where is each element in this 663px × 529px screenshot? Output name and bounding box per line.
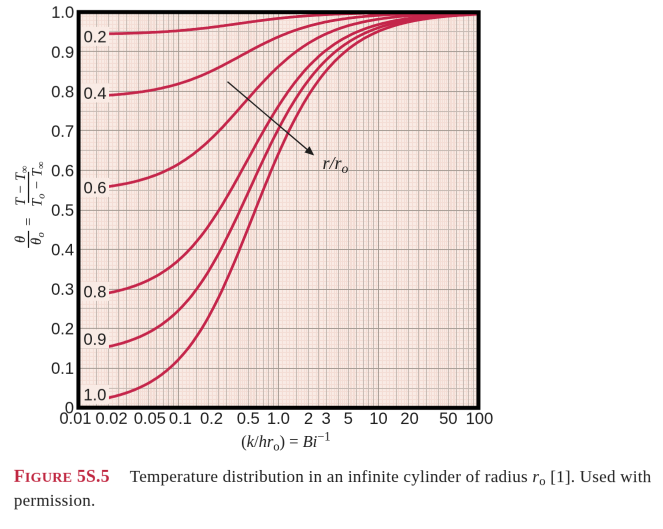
- svg-text:θ: θ: [13, 236, 29, 243]
- svg-text:o: o: [36, 232, 47, 237]
- svg-text:0.3: 0.3: [51, 281, 74, 299]
- svg-text:permission.: permission.: [14, 491, 96, 510]
- svg-text:1.0: 1.0: [267, 410, 290, 428]
- svg-text:3: 3: [322, 410, 331, 428]
- svg-text:0.01: 0.01: [59, 410, 91, 428]
- svg-text:5: 5: [344, 410, 353, 428]
- svg-text:0.6: 0.6: [51, 162, 74, 180]
- svg-text:0.1: 0.1: [51, 360, 74, 378]
- svg-text:1.0: 1.0: [51, 4, 74, 22]
- svg-text:0.6: 0.6: [84, 179, 107, 197]
- svg-text:0.5: 0.5: [237, 410, 260, 428]
- svg-text:0.8: 0.8: [83, 283, 106, 301]
- svg-text:0.2: 0.2: [51, 321, 74, 339]
- svg-text:0.2: 0.2: [200, 410, 223, 428]
- svg-text:0.7: 0.7: [51, 123, 74, 141]
- svg-text:0.2: 0.2: [84, 28, 107, 46]
- svg-text:20: 20: [400, 410, 418, 428]
- svg-text:100: 100: [466, 410, 494, 428]
- svg-text:0.05: 0.05: [134, 410, 166, 428]
- svg-text:0.8: 0.8: [51, 83, 74, 101]
- svg-text:2: 2: [304, 410, 313, 428]
- svg-text:(k/hro) = Bi−1: (k/hro) = Bi−1: [241, 429, 330, 453]
- svg-text:50: 50: [439, 410, 457, 428]
- svg-text:0.1: 0.1: [169, 410, 192, 428]
- svg-text:0.9: 0.9: [83, 331, 106, 349]
- svg-text:0.4: 0.4: [51, 241, 74, 259]
- svg-text:10: 10: [369, 410, 387, 428]
- svg-text:1.0: 1.0: [83, 386, 106, 404]
- svg-text:0.9: 0.9: [51, 44, 74, 62]
- svg-text:=: =: [21, 218, 37, 226]
- svg-text:0.5: 0.5: [51, 202, 74, 220]
- svg-text:0.02: 0.02: [95, 410, 127, 428]
- svg-text:0.4: 0.4: [84, 85, 107, 103]
- svg-text:θ: θ: [29, 238, 45, 245]
